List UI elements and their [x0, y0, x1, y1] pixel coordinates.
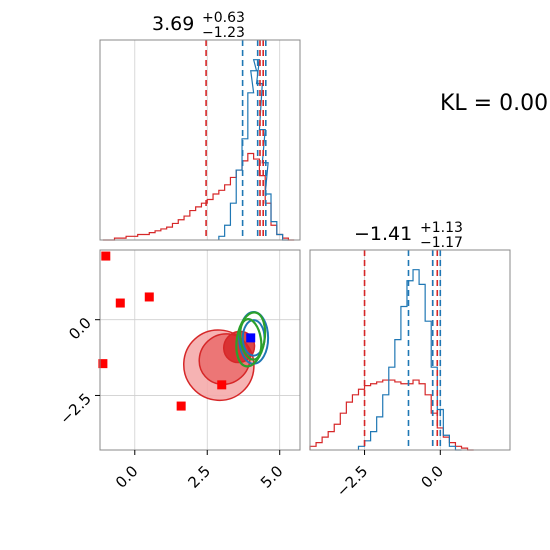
param1-title: 3.69 [152, 13, 194, 35]
joint-y-tick-label-1: −2.5 [56, 390, 94, 428]
param2-title-value: −1.41 [354, 223, 412, 245]
param1-frame [99, 39, 301, 241]
param1-title-value: 3.69 [152, 13, 194, 35]
param1-blue-histogram [218, 59, 289, 241]
param1-red-histogram [102, 152, 295, 241]
joint-green-contour-0 [235, 311, 267, 368]
joint-red-marker-1 [115, 298, 125, 308]
joint-density-panel [98, 249, 301, 451]
param2-x-tick-label-1: 0.0 [418, 462, 448, 492]
joint-red-marker-2 [144, 292, 154, 302]
param2-title-plus: +1.13 [420, 220, 463, 236]
param2-blue-histogram [357, 269, 462, 451]
joint-x-tick-label-1: 2.5 [184, 462, 214, 492]
kl-label: KL = 0.00 [440, 91, 548, 116]
param2-histogram-panel [309, 249, 511, 451]
param2-title: −1.41 [354, 223, 412, 245]
joint-red-marker-5 [217, 380, 227, 390]
joint-green-contour-1 [239, 318, 263, 361]
joint-frame [99, 249, 301, 451]
joint-red-marker-4 [176, 401, 186, 411]
param2-title-minus: −1.17 [420, 235, 463, 251]
param2-x-tick-label-0: −2.5 [333, 462, 371, 500]
joint-blue-marker [246, 333, 256, 343]
param1-histogram-panel [99, 39, 301, 241]
joint-red-marker-0 [101, 251, 111, 261]
joint-x-tick-label-0: 0.0 [112, 462, 142, 492]
joint-x-tick-label-2: 5.0 [257, 462, 287, 492]
param1-title-plus: +0.63 [202, 10, 245, 26]
joint-y-tick-label-0: 0.0 [65, 314, 95, 344]
joint-red-marker-3 [98, 359, 108, 369]
param1-title-minus: −1.23 [202, 25, 245, 41]
param2-frame [309, 249, 511, 451]
